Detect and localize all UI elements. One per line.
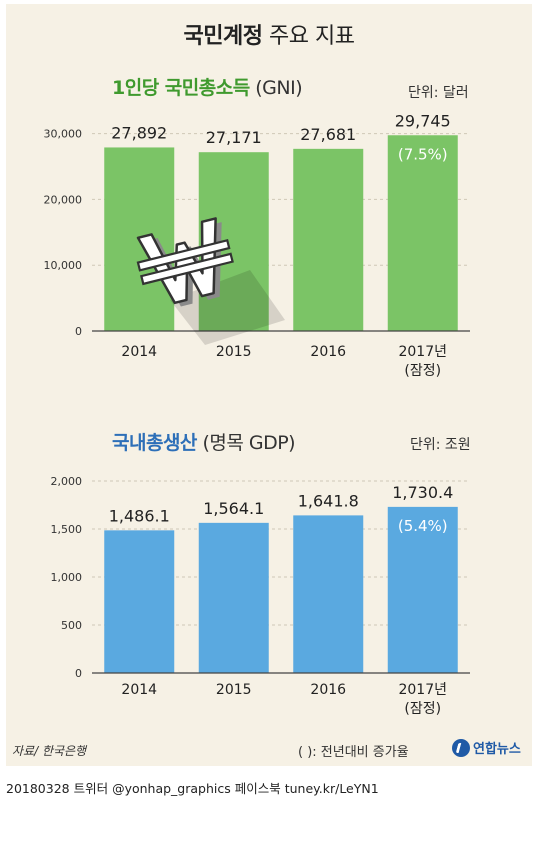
won-icon-bar-bottom (140, 252, 234, 286)
gni-chart-title: 1인당 국민총소득 (GNI) (112, 73, 303, 100)
gni-data-label: 29,745 (395, 111, 451, 130)
gdp-bar (104, 530, 175, 673)
gni-unit-label: 단위: 달러 (408, 85, 469, 101)
gdp-bar (387, 506, 458, 673)
gni-category-note: (잠정) (404, 363, 441, 379)
gdp-data-label: 1,564.1 (203, 499, 264, 518)
gdp-bar-chart: 0 500 1,000 1,500 2,000 1,486.1 2014 1,564.1 201… (51, 475, 470, 717)
gdp-ytick-label: 1,000 (51, 571, 83, 584)
gni-data-label: 27,681 (300, 125, 356, 144)
gdp-category-label: 2015 (216, 682, 252, 698)
gni-title-main: 1인당 국민총소득 (112, 77, 250, 99)
gni-category-label: 2014 (121, 344, 157, 360)
gdp-title-main: 국내총생산 (112, 432, 197, 454)
won-icon-glyph (136, 217, 234, 307)
gdp-data-label: 1,486.1 (109, 506, 170, 525)
page-title: 국민계정 주요 지표 (183, 24, 355, 49)
yonhap-logo-icon (452, 738, 470, 757)
gdp-chart-title: 국내총생산 (명목 GDP) (112, 428, 296, 455)
gdp-bar (293, 515, 364, 673)
gni-category-label: 2016 (310, 344, 346, 360)
footer-credit: 20180328 트위터 @yonhap_graphics 페이스북 tuney… (6, 781, 379, 796)
gdp-growth-label: (5.4%) (398, 517, 448, 535)
yonhap-logo-text: 연합뉴스 (473, 742, 521, 757)
gdp-title-sub: (명목 GDP) (196, 432, 296, 454)
gni-ytick-label: 30,000 (44, 128, 83, 141)
gdp-category-label: 2014 (121, 682, 157, 698)
gni-ytick-label: 0 (75, 325, 82, 338)
gdp-data-label: 1,641.8 (298, 491, 359, 510)
gdp-ytick-label: 0 (75, 667, 82, 680)
gni-bar-chart: 0 10,000 20,000 30,000 27,892 2014 27,171 2015 2… (44, 111, 470, 379)
gdp-ytick-label: 500 (61, 619, 82, 632)
gdp-data-label: 1,730.4 (392, 483, 453, 502)
gni-data-label: 27,171 (206, 128, 262, 147)
source-note: 자료/ 한국은행 (12, 744, 87, 758)
gni-ytick-label: 20,000 (44, 193, 83, 206)
won-icon-shadow (170, 270, 285, 345)
gni-data-label: 27,892 (111, 123, 167, 142)
gdp-unit-label: 단위: 조원 (410, 437, 471, 453)
gdp-category-note: (잠정) (404, 701, 441, 717)
gdp-bar (198, 522, 269, 673)
gni-bar (387, 135, 458, 331)
growth-rate-legend: ( ): 전년대비 증가율 (298, 745, 409, 760)
gdp-ytick-label: 1,500 (51, 523, 83, 536)
gni-growth-label: (7.5%) (398, 145, 448, 163)
gni-ytick-label: 10,000 (44, 259, 83, 272)
gni-title-sub: (GNI) (249, 77, 303, 99)
yonhap-logo: 연합뉴스 (452, 738, 521, 757)
won-currency-icon (136, 217, 285, 345)
gni-category-label: 2015 (216, 344, 252, 360)
gdp-category-label: 2017년 (398, 682, 447, 698)
gni-bar (293, 148, 364, 331)
gdp-ytick-label: 2,000 (51, 475, 83, 488)
won-icon-bar-top (136, 238, 231, 272)
gni-category-label: 2017년 (398, 344, 447, 360)
gdp-category-label: 2016 (310, 682, 346, 698)
